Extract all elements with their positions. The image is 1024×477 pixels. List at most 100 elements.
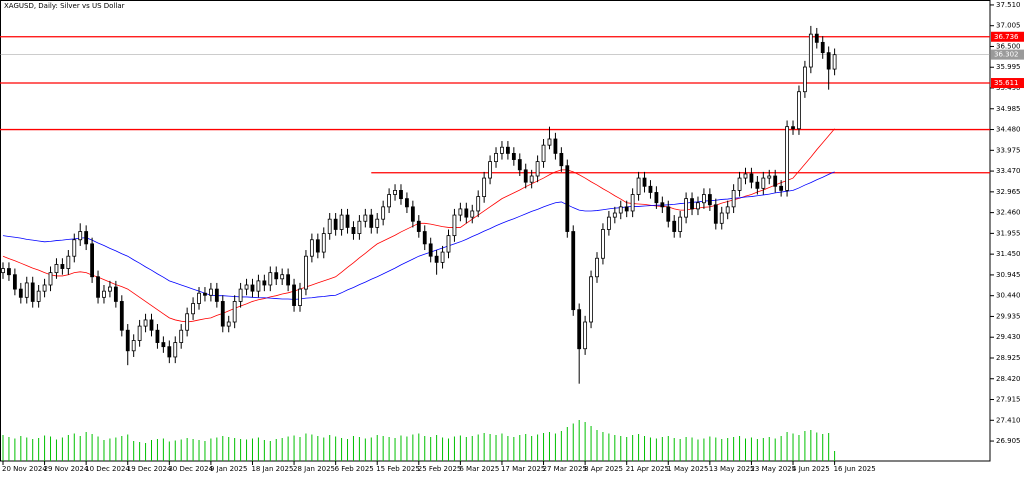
candle-body bbox=[309, 239, 314, 257]
candle-body bbox=[203, 292, 207, 296]
x-tick-label: 16 Jun 2025 bbox=[834, 465, 876, 473]
candle-body bbox=[357, 220, 362, 234]
candle-body bbox=[749, 173, 754, 183]
candle-body bbox=[387, 194, 392, 208]
candle-body bbox=[583, 321, 588, 350]
candle-body bbox=[422, 231, 427, 245]
y-tick-label: 27.410 bbox=[996, 416, 1021, 424]
candle-body bbox=[185, 313, 190, 331]
y-tick-label: 36.500 bbox=[996, 42, 1021, 50]
candle-body bbox=[125, 329, 130, 352]
x-tick-label: 29 Nov 2024 bbox=[44, 465, 89, 473]
candle-body bbox=[108, 286, 112, 292]
candle-body bbox=[654, 192, 659, 204]
candle-body bbox=[131, 340, 136, 352]
candle-body bbox=[238, 288, 243, 302]
candle-body bbox=[434, 255, 439, 263]
candle-body bbox=[226, 321, 231, 327]
x-tick-label: 4 Jun 2025 bbox=[792, 465, 830, 473]
candle-body bbox=[464, 208, 469, 218]
y-tick-label: 32.460 bbox=[996, 209, 1021, 217]
y-tick-label: 31.450 bbox=[996, 250, 1021, 258]
candle-body bbox=[826, 52, 831, 70]
candle-body bbox=[286, 274, 291, 286]
candle-body bbox=[523, 169, 528, 183]
candle-body bbox=[660, 202, 665, 208]
candle-body bbox=[298, 288, 302, 306]
candle-body bbox=[280, 274, 285, 280]
candle-body bbox=[333, 218, 338, 230]
candle-body bbox=[7, 268, 11, 276]
candle-body bbox=[630, 194, 635, 212]
candle-body bbox=[612, 212, 617, 218]
candle-body bbox=[440, 251, 445, 263]
candle-body bbox=[24, 282, 29, 298]
candle-body bbox=[713, 204, 718, 224]
x-tick-label: 6 Mar 2025 bbox=[459, 465, 499, 473]
candle-body bbox=[351, 227, 356, 234]
candle-body bbox=[773, 175, 778, 187]
y-tick-label: 30.440 bbox=[996, 292, 1021, 300]
y-tick-label: 27.915 bbox=[996, 396, 1021, 404]
level-tag bbox=[991, 78, 1024, 89]
candle-body bbox=[684, 198, 688, 218]
candle-body bbox=[244, 284, 249, 290]
candle-body bbox=[292, 284, 296, 306]
x-tick-label: 1 May 2025 bbox=[667, 465, 708, 473]
candle-body bbox=[191, 303, 195, 315]
candle-body bbox=[511, 152, 516, 160]
candle-body bbox=[102, 290, 106, 298]
candle-body bbox=[452, 214, 457, 237]
candle-body bbox=[589, 276, 593, 323]
candle-body bbox=[381, 206, 386, 220]
candle-body bbox=[256, 280, 261, 292]
level-tag-label: 36.736 bbox=[994, 33, 1019, 41]
x-tick-label: 17 Mar 2025 bbox=[501, 465, 545, 473]
candle-body bbox=[476, 196, 481, 212]
candle-body bbox=[606, 216, 611, 230]
candle-body bbox=[137, 325, 142, 341]
candle-body bbox=[666, 206, 671, 222]
candle-body bbox=[832, 54, 837, 70]
candle-body bbox=[535, 161, 540, 177]
x-tick-label: 13 May 2025 bbox=[709, 465, 755, 473]
y-tick-label: 37.005 bbox=[996, 22, 1021, 30]
candle-body bbox=[48, 272, 53, 286]
candle-body bbox=[559, 152, 564, 167]
candle-body bbox=[304, 255, 308, 290]
candle-body bbox=[767, 175, 772, 179]
candle-body bbox=[553, 138, 558, 154]
candle-body bbox=[90, 243, 94, 278]
candle-body bbox=[405, 198, 409, 208]
candle-body bbox=[696, 202, 700, 210]
candle-body bbox=[743, 173, 748, 179]
candle-body bbox=[214, 288, 219, 302]
candle-body bbox=[363, 214, 368, 222]
candle-body bbox=[488, 161, 492, 179]
candle-body bbox=[500, 146, 504, 154]
candle-body bbox=[262, 280, 267, 286]
y-tick-label: 35.995 bbox=[996, 63, 1021, 71]
candle-body bbox=[458, 208, 463, 216]
candle-body bbox=[268, 272, 273, 286]
candle-body bbox=[167, 346, 172, 358]
candle-body bbox=[327, 218, 332, 234]
candle-body bbox=[636, 177, 641, 195]
candle-body bbox=[595, 257, 599, 278]
candle-body bbox=[428, 243, 433, 257]
candle-body bbox=[624, 206, 629, 212]
candle-body bbox=[339, 214, 344, 230]
candle-body bbox=[797, 91, 801, 130]
moving-average bbox=[2, 171, 835, 300]
x-tick-label: 15 Feb 2025 bbox=[376, 465, 420, 473]
candle-body bbox=[737, 177, 742, 191]
candle-body bbox=[678, 216, 683, 232]
x-tick-label: 8 Apr 2025 bbox=[584, 465, 623, 473]
candle-body bbox=[36, 290, 41, 302]
candle-body bbox=[119, 301, 124, 331]
y-tick-label: 26.905 bbox=[996, 437, 1021, 445]
plot-frame bbox=[0, 0, 991, 462]
bid-tag bbox=[991, 49, 1024, 60]
